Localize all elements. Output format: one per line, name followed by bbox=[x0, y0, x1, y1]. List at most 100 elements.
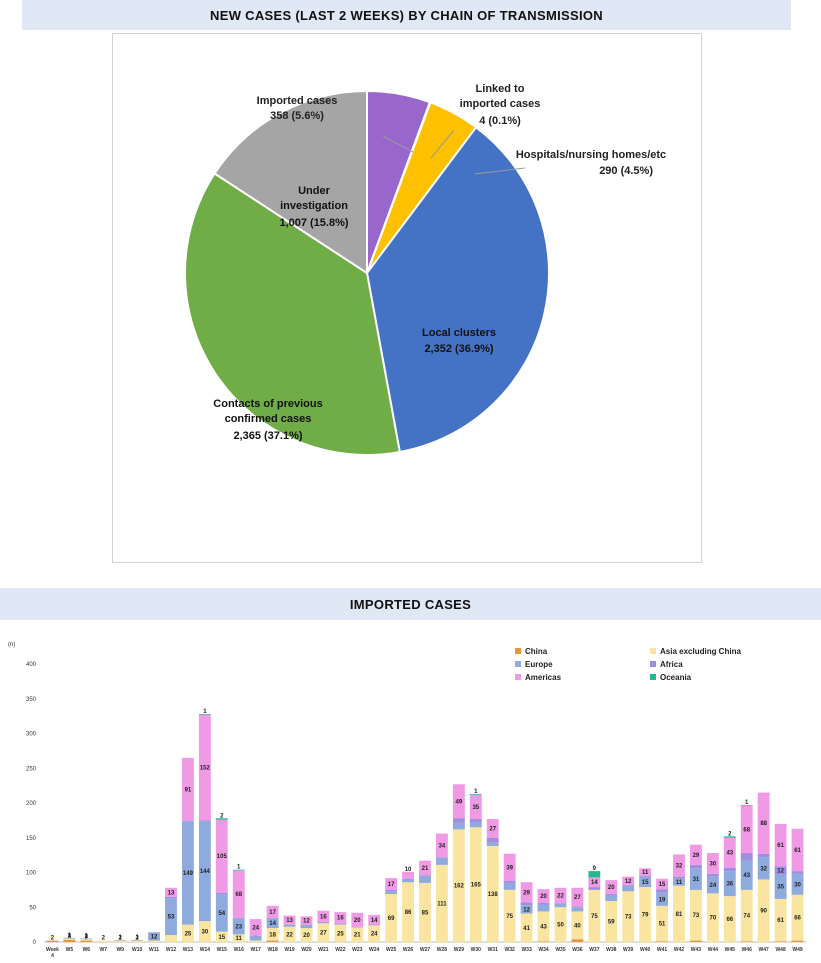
pie-slice-local-clusters bbox=[365, 125, 550, 454]
bar-segment-asia-excluding-china bbox=[605, 900, 618, 942]
data-label: 74 bbox=[743, 914, 750, 920]
pie-label-name: Under bbox=[298, 185, 331, 197]
bar-segment-europe bbox=[706, 876, 719, 894]
data-label: 25 bbox=[337, 931, 344, 937]
data-label: 91 bbox=[185, 787, 192, 793]
data-label: 11 bbox=[676, 880, 683, 886]
stacked-bar-chart: (n)0501001502002503003504002Week4321W522… bbox=[8, 642, 806, 959]
x-tick-label: W5 bbox=[66, 947, 74, 953]
bar-segment-europe bbox=[198, 821, 211, 922]
data-label: 2 bbox=[68, 934, 72, 940]
bar-segment-asia-excluding-china bbox=[165, 935, 177, 942]
pie-leader-line bbox=[474, 167, 526, 175]
x-tick-label: W36 bbox=[572, 947, 583, 953]
pie-label-name: Linked to bbox=[476, 83, 525, 95]
bar-segment-europe bbox=[605, 895, 618, 901]
bar-segment-china bbox=[46, 940, 59, 942]
data-label: 73 bbox=[625, 915, 632, 921]
bar-segment-china bbox=[656, 941, 668, 942]
data-label: 17 bbox=[269, 910, 276, 916]
bar-segment-asia-excluding-china bbox=[571, 911, 584, 940]
x-tick-label: W21 bbox=[318, 947, 329, 953]
bar-segment-africa bbox=[537, 903, 550, 905]
bar-segment-asia-excluding-china bbox=[131, 940, 144, 942]
bar-segment-americas bbox=[249, 919, 262, 936]
bar-segment-americas bbox=[571, 887, 584, 907]
y-tick-label: 300 bbox=[26, 732, 37, 738]
x-tick-label: W14 bbox=[200, 947, 211, 953]
bar-segment-americas bbox=[690, 844, 702, 865]
data-label: 51 bbox=[659, 922, 666, 928]
bar-segment-africa bbox=[469, 818, 482, 823]
bar-segment-africa bbox=[639, 875, 652, 877]
pie-leader-line bbox=[382, 135, 414, 153]
data-label: 66 bbox=[794, 916, 801, 922]
data-label: 1 bbox=[119, 935, 123, 941]
data-label: 15 bbox=[642, 880, 649, 886]
pie-chart-title: NEW CASES (LAST 2 WEEKS) BY CHAIN OF TRA… bbox=[22, 0, 791, 30]
bar-segment-europe bbox=[656, 892, 668, 906]
bar-segment-asia-excluding-china bbox=[740, 889, 753, 942]
bar-segment-europe bbox=[469, 822, 482, 828]
x-tick-label: W42 bbox=[674, 947, 685, 953]
bar-segment-asia-excluding-china bbox=[774, 898, 787, 942]
bar-segment-americas bbox=[351, 912, 364, 927]
data-label: 21 bbox=[354, 933, 361, 939]
data-label: 16 bbox=[337, 916, 344, 922]
bar-segment-oceania bbox=[232, 869, 245, 871]
y-tick-label: 50 bbox=[29, 905, 36, 911]
bar-segment-americas bbox=[436, 833, 448, 858]
bar-segment-americas bbox=[300, 916, 313, 925]
bar-segment-oceania bbox=[588, 871, 601, 878]
data-label: 1 bbox=[745, 800, 749, 806]
bar-segment-europe bbox=[334, 923, 347, 925]
legend-swatch-africa bbox=[650, 661, 656, 667]
legend-label-oceania: Oceania bbox=[660, 673, 692, 682]
data-label: 22 bbox=[286, 932, 293, 938]
x-tick-label: W27 bbox=[420, 947, 431, 953]
bar-segment-asia-excluding-china bbox=[317, 923, 330, 942]
bar-segment-europe bbox=[639, 876, 652, 888]
data-label: 105 bbox=[217, 854, 228, 860]
bar-segment-asia-excluding-china bbox=[690, 889, 702, 941]
bar-segment-africa bbox=[656, 889, 668, 893]
bar-segment-americas bbox=[182, 757, 194, 822]
data-label: 85 bbox=[422, 910, 429, 916]
bar-segment-africa bbox=[215, 892, 228, 895]
bar-segment-africa bbox=[317, 921, 330, 923]
bar-segment-africa bbox=[690, 864, 702, 869]
x-tick-label: W13 bbox=[183, 947, 194, 953]
legend-label-europe: Europe bbox=[525, 660, 553, 669]
x-tick-label: W29 bbox=[454, 947, 465, 953]
bar-segment-europe bbox=[520, 905, 533, 914]
data-label: 149 bbox=[183, 871, 194, 877]
pie-label-name: Local clusters bbox=[422, 327, 496, 339]
bar-segment-africa bbox=[368, 924, 381, 926]
data-label: 14 bbox=[591, 880, 598, 886]
bar-segment-asia-excluding-china bbox=[656, 905, 668, 942]
data-label: 27 bbox=[574, 895, 581, 901]
data-label: 165 bbox=[471, 883, 482, 889]
bar-segment-americas bbox=[165, 887, 177, 897]
data-label: 2 bbox=[728, 831, 732, 837]
x-tick-label: W26 bbox=[403, 947, 414, 953]
bar-segment-asia-excluding-china bbox=[673, 885, 685, 942]
y-tick-label: 100 bbox=[26, 871, 37, 877]
data-label: 9 bbox=[593, 866, 597, 872]
y-axis-label: (n) bbox=[8, 642, 15, 648]
x-tick-label: W18 bbox=[267, 947, 278, 953]
x-tick-label: W10 bbox=[132, 947, 143, 953]
data-label: 32 bbox=[760, 866, 767, 872]
bar-segment-asia-excluding-china bbox=[97, 940, 110, 942]
bar-chart-title: IMPORTED CASES bbox=[0, 588, 821, 620]
data-label: 86 bbox=[405, 910, 412, 916]
bar-segment-europe bbox=[148, 932, 160, 941]
x-tick-label: W23 bbox=[352, 947, 363, 953]
data-label: 19 bbox=[659, 897, 666, 903]
bar-segment-asia-excluding-china bbox=[232, 934, 245, 942]
data-label: 90 bbox=[760, 909, 767, 915]
data-label: 41 bbox=[523, 926, 530, 932]
x-tick-label: W38 bbox=[606, 947, 617, 953]
bar-segment-china bbox=[571, 939, 584, 942]
legend-label-asia-excluding-china: Asia excluding China bbox=[660, 647, 741, 656]
